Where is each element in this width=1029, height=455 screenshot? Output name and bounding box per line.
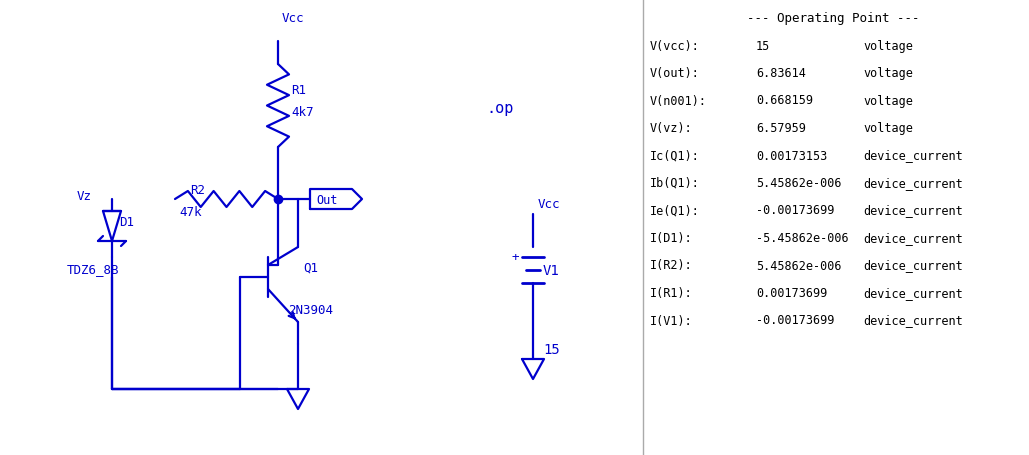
Text: D1: D1 — [119, 215, 134, 228]
Text: device_current: device_current — [863, 314, 963, 327]
Text: 0.00173153: 0.00173153 — [756, 149, 827, 162]
Text: device_current: device_current — [863, 259, 963, 272]
Text: device_current: device_current — [863, 232, 963, 244]
Text: voltage: voltage — [863, 67, 913, 80]
Text: +: + — [511, 251, 519, 264]
Text: 6.57959: 6.57959 — [756, 122, 806, 135]
Text: I(R2):: I(R2): — [650, 259, 693, 272]
Text: 6.83614: 6.83614 — [756, 67, 806, 80]
Text: I(V1):: I(V1): — [650, 314, 693, 327]
Text: device_current: device_current — [863, 204, 963, 217]
Text: 47k: 47k — [179, 206, 202, 219]
Text: R1: R1 — [291, 83, 306, 96]
Text: -0.00173699: -0.00173699 — [756, 314, 835, 327]
Text: 5.45862e-006: 5.45862e-006 — [756, 177, 842, 190]
Text: V(vz):: V(vz): — [650, 122, 693, 135]
Text: Ie(Q1):: Ie(Q1): — [650, 204, 700, 217]
Text: .op: .op — [486, 100, 513, 115]
Text: 15: 15 — [543, 342, 560, 356]
Text: -0.00173699: -0.00173699 — [756, 204, 835, 217]
Text: Vcc: Vcc — [538, 198, 561, 211]
Text: TDZ6_8B: TDZ6_8B — [67, 263, 119, 276]
Text: --- Operating Point ---: --- Operating Point --- — [747, 11, 919, 25]
Text: Out: Out — [316, 193, 338, 206]
Text: V1: V1 — [543, 263, 560, 278]
Text: voltage: voltage — [863, 122, 913, 135]
Text: V(vcc):: V(vcc): — [650, 40, 700, 52]
Text: Ib(Q1):: Ib(Q1): — [650, 177, 700, 190]
Text: voltage: voltage — [863, 40, 913, 52]
Text: device_current: device_current — [863, 149, 963, 162]
Text: 4k7: 4k7 — [291, 105, 314, 118]
Text: 0.668159: 0.668159 — [756, 94, 813, 107]
Text: device_current: device_current — [863, 286, 963, 299]
Text: I(R1):: I(R1): — [650, 286, 693, 299]
Text: 0.00173699: 0.00173699 — [756, 286, 827, 299]
Text: Ic(Q1):: Ic(Q1): — [650, 149, 700, 162]
Text: 2N3904: 2N3904 — [288, 303, 333, 316]
Text: 5.45862e-006: 5.45862e-006 — [756, 259, 842, 272]
Text: V(out):: V(out): — [650, 67, 700, 80]
Text: Vcc: Vcc — [282, 11, 305, 25]
Text: voltage: voltage — [863, 94, 913, 107]
Text: 15: 15 — [756, 40, 771, 52]
Text: V(n001):: V(n001): — [650, 94, 707, 107]
Text: Q1: Q1 — [303, 261, 318, 274]
Text: Vz: Vz — [77, 190, 92, 203]
Text: I(D1):: I(D1): — [650, 232, 693, 244]
Text: -5.45862e-006: -5.45862e-006 — [756, 232, 849, 244]
Text: device_current: device_current — [863, 177, 963, 190]
Text: R2: R2 — [190, 183, 205, 196]
